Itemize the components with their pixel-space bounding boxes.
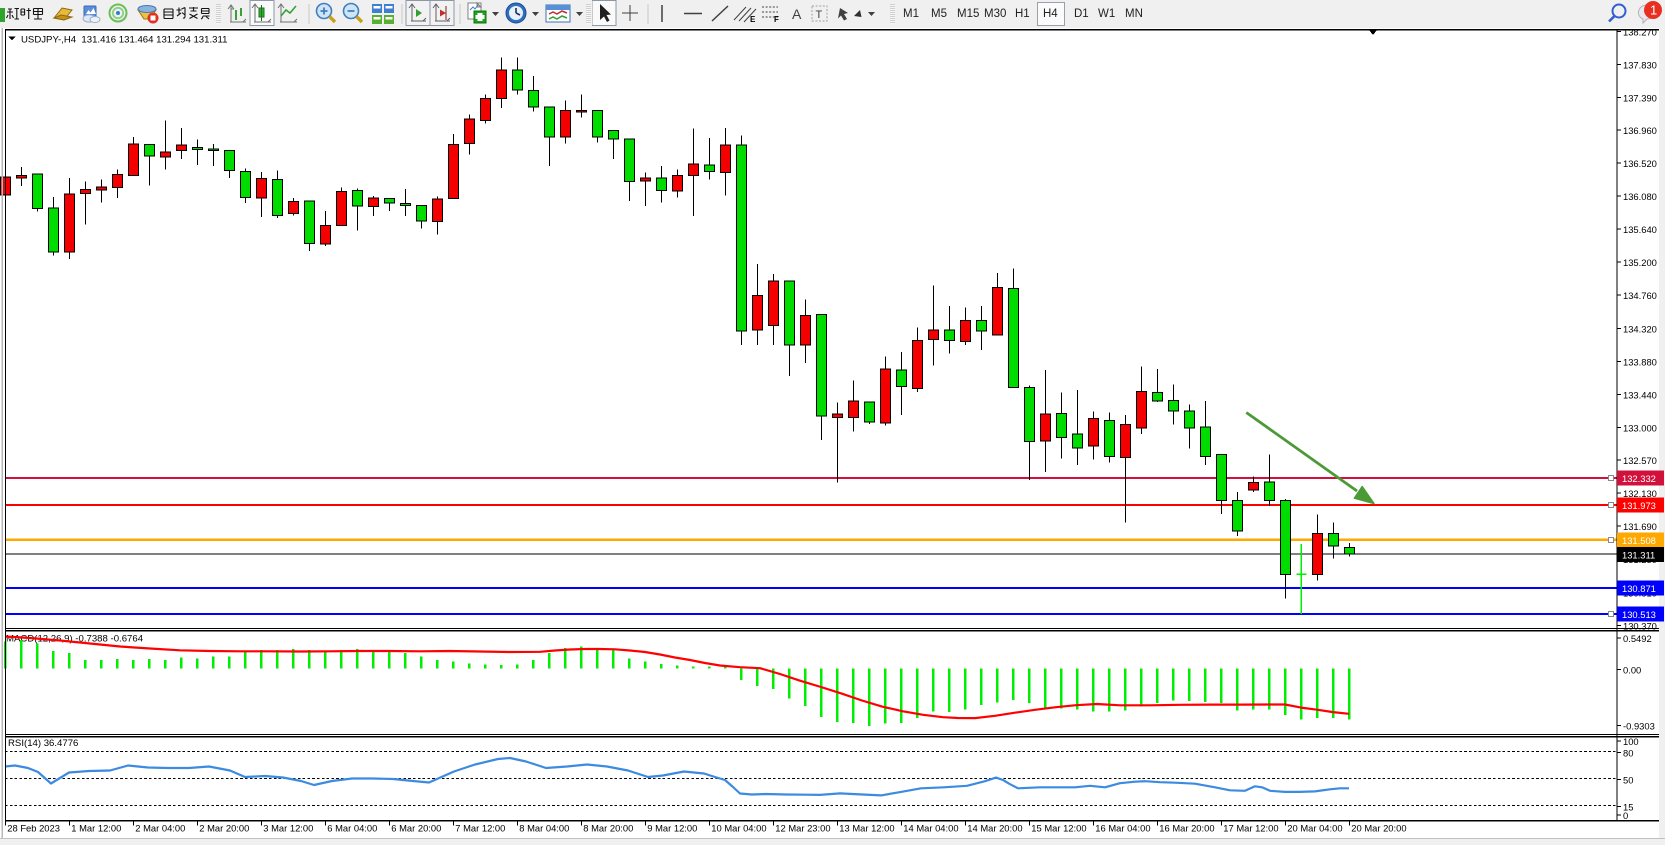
svg-text:3 Mar 12:00: 3 Mar 12:00 xyxy=(263,823,313,834)
svg-text:15 Mar 12:00: 15 Mar 12:00 xyxy=(1031,823,1086,834)
svg-text:133.440: 133.440 xyxy=(1623,390,1657,401)
svg-text:8 Mar 04:00: 8 Mar 04:00 xyxy=(519,823,569,834)
svg-text:132.332: 132.332 xyxy=(1622,473,1656,484)
svg-text:14 Mar 04:00: 14 Mar 04:00 xyxy=(903,823,958,834)
svg-text:131.508: 131.508 xyxy=(1622,535,1656,546)
svg-text:80: 80 xyxy=(1623,748,1633,759)
svg-text:131.311: 131.311 xyxy=(1622,550,1655,561)
svg-text:133.880: 133.880 xyxy=(1623,356,1657,367)
svg-text:131.690: 131.690 xyxy=(1623,521,1657,532)
svg-text:2 Mar 04:00: 2 Mar 04:00 xyxy=(135,823,185,834)
svg-text:E: E xyxy=(750,15,756,24)
svg-text:50: 50 xyxy=(1623,775,1633,786)
svg-text:130.871: 130.871 xyxy=(1622,583,1656,594)
svg-text:136.080: 136.080 xyxy=(1623,191,1657,202)
svg-text:0.00: 0.00 xyxy=(1623,664,1641,675)
svg-text:1 Mar 12:00: 1 Mar 12:00 xyxy=(71,823,121,834)
svg-text:9 Mar 12:00: 9 Mar 12:00 xyxy=(647,823,697,834)
svg-text:28 Feb 2023: 28 Feb 2023 xyxy=(7,823,60,834)
svg-text:135.200: 135.200 xyxy=(1623,257,1657,268)
svg-text:20 Mar 20:00: 20 Mar 20:00 xyxy=(1351,823,1406,834)
svg-text:MACD(12,26,9) -0.7388 -0.6764: MACD(12,26,9) -0.7388 -0.6764 xyxy=(6,634,144,645)
svg-text:RSI(14) 36.4776: RSI(14) 36.4776 xyxy=(8,738,78,749)
svg-text:7 Mar 12:00: 7 Mar 12:00 xyxy=(455,823,505,834)
svg-text:0.5492: 0.5492 xyxy=(1623,633,1652,644)
svg-text:132.570: 132.570 xyxy=(1623,455,1657,466)
svg-text:F: F xyxy=(774,15,779,24)
svg-text:16 Mar 04:00: 16 Mar 04:00 xyxy=(1095,823,1150,834)
svg-text:12 Mar 23:00: 12 Mar 23:00 xyxy=(775,823,830,834)
svg-text:0: 0 xyxy=(1623,810,1628,821)
svg-text:17 Mar 12:00: 17 Mar 12:00 xyxy=(1223,823,1278,834)
svg-text:1: 1 xyxy=(1650,3,1657,18)
svg-text:14 Mar 20:00: 14 Mar 20:00 xyxy=(967,823,1022,834)
svg-text:137.390: 137.390 xyxy=(1623,93,1657,104)
svg-text:T: T xyxy=(816,9,823,21)
svg-text:8 Mar 20:00: 8 Mar 20:00 xyxy=(583,823,633,834)
svg-text:132.130: 132.130 xyxy=(1623,488,1657,499)
svg-text:6 Mar 20:00: 6 Mar 20:00 xyxy=(391,823,441,834)
svg-text:A: A xyxy=(792,6,802,22)
svg-text:10 Mar 04:00: 10 Mar 04:00 xyxy=(711,823,766,834)
svg-text:16 Mar 20:00: 16 Mar 20:00 xyxy=(1159,823,1214,834)
svg-text:130.370: 130.370 xyxy=(1623,620,1657,631)
svg-text:136.960: 136.960 xyxy=(1623,125,1657,136)
svg-text:134.760: 134.760 xyxy=(1623,290,1657,301)
svg-text:138.270: 138.270 xyxy=(1623,28,1657,37)
svg-text:15: 15 xyxy=(1623,802,1633,813)
svg-text:100: 100 xyxy=(1623,736,1639,747)
svg-text:13 Mar 12:00: 13 Mar 12:00 xyxy=(839,823,894,834)
svg-text:136.520: 136.520 xyxy=(1623,158,1657,169)
svg-text:137.830: 137.830 xyxy=(1623,59,1657,70)
svg-text:-0.9303: -0.9303 xyxy=(1623,720,1655,731)
svg-text:USDJPY-,H4 131.416 131.464 13: USDJPY-,H4 131.416 131.464 131.294 131.3… xyxy=(21,35,227,46)
svg-text:133.000: 133.000 xyxy=(1623,423,1657,434)
svg-text:20 Mar 04:00: 20 Mar 04:00 xyxy=(1287,823,1342,834)
svg-text:135.640: 135.640 xyxy=(1623,224,1657,235)
svg-text:6 Mar 04:00: 6 Mar 04:00 xyxy=(327,823,377,834)
svg-text:130.513: 130.513 xyxy=(1622,609,1656,620)
svg-text:2 Mar 20:00: 2 Mar 20:00 xyxy=(199,823,249,834)
svg-text:134.320: 134.320 xyxy=(1623,323,1657,334)
svg-text:131.973: 131.973 xyxy=(1622,500,1656,511)
